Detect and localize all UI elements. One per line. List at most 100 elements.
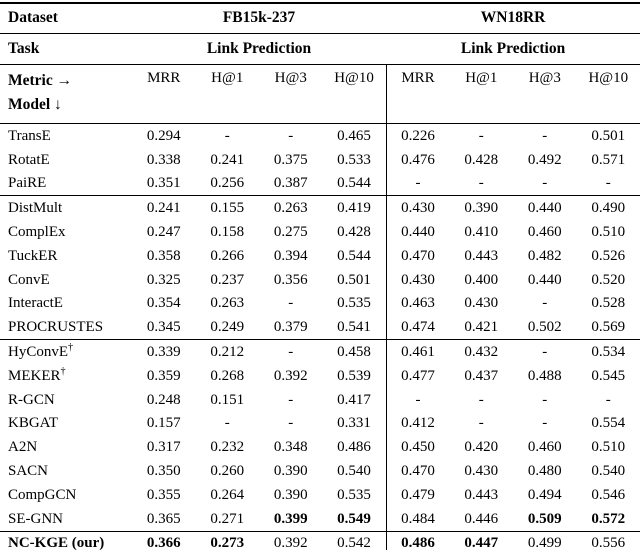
metric-value: 0.356 [273,271,308,288]
metric-value: 0.419 [322,195,387,221]
metric-value: 0.432 [449,339,514,364]
table-body: TransE 0.294- -0.465 0.226- -0.501 RotatE 0.33… [0,122,640,550]
metric-value: 0.502 [527,319,562,336]
metric-header: MRR [132,64,196,124]
model-name: PaiRE [8,175,47,192]
table-row: CompGCN 0.355 0.264 0.390 0.535 0.479 0.443 0.4… [0,482,640,507]
metric-value: 0.379 [273,319,308,336]
metric-header-row: Metric → Model ↓ MRR H@1 H@3 H@10 MRR H@… [0,64,640,124]
metric-value: 0.510 [591,224,626,241]
metric-value: - [224,415,230,432]
metric-value: 0.539 [337,367,371,384]
task-name-right: Link Prediction [386,33,640,65]
metric-value: 0.354 [146,295,181,312]
metric-value: 0.399 [273,510,308,527]
table-row: PROCRUSTES 0.345 0.249 0.379 0.541 0.474 0.421… [0,315,640,340]
model-name: ComplEx [8,224,66,241]
metric-value: 0.470 [385,459,450,483]
metric-value: 0.338 [146,151,181,168]
metric-value: 0.510 [591,439,626,456]
task-label: Task [0,33,132,65]
metric-value: 0.263 [210,295,245,312]
metric-value: 0.556 [576,530,640,550]
model-name: SACN [8,463,49,480]
table-row: PaiRE 0.351 0.256 0.387 0.544- - - - [0,171,640,196]
metric-value: - [513,122,577,148]
table-row: NC-KGE (our) 0.366 0.273 0.392 0.542 0.486 0.4… [0,530,640,550]
metric-value: 0.392 [273,367,308,384]
metric-value: - [288,391,294,408]
metric-value: - [195,122,259,148]
metric-value: - [288,295,294,312]
table-row: TuckER 0.358 0.266 0.394 0.544 0.470 0.443 0.48… [0,243,640,268]
table-row: DistMult 0.241 0.155 0.263 0.419 0.430 0.390 0.… [0,195,640,221]
metric-value: 0.359 [146,367,181,384]
metric-model-label: Metric → Model ↓ [0,64,132,124]
metric-value: 0.325 [146,271,181,288]
table-row: ConvE 0.325 0.237 0.356 0.501 0.430 0.400 0.440… [0,267,640,292]
model-name: TransE [0,122,132,148]
metric-value: 0.490 [576,195,640,221]
model-name: MEKER† [8,365,66,384]
model-arrow-label: Model ↓ [8,96,62,114]
model-name: KBGAT [8,415,59,432]
metric-value: 0.461 [385,339,450,364]
metric-value: 0.509 [527,510,562,527]
metric-value: 0.157 [146,415,181,432]
metric-value: 0.294 [132,122,196,148]
metric-value: 0.476 [385,147,450,172]
metric-value: 0.249 [210,319,245,336]
metric-value: - [542,175,548,192]
metric-value: 0.535 [337,295,371,312]
metric-value: 0.268 [210,367,245,384]
metric-value: 0.470 [385,243,450,268]
metric-value: - [542,295,548,312]
metric-value: 0.501 [337,271,371,288]
model-name: PROCRUSTES [8,319,104,336]
metric-value: 0.275 [273,224,308,241]
metric-value: 0.358 [146,247,181,264]
metric-value: 0.390 [449,195,514,221]
metric-value: 0.499 [513,530,577,550]
metric-value: - [259,339,323,364]
metric-value: 0.450 [385,435,450,460]
metric-value: 0.477 [385,363,450,388]
metric-value: 0.263 [259,195,323,221]
model-name: CompGCN [8,486,77,503]
metric-value: 0.486 [385,530,450,550]
metric-value: 0.232 [210,439,245,456]
metric-value: 0.541 [337,319,371,336]
metric-value: 0.247 [146,224,181,241]
metric-value: 0.479 [385,482,450,507]
metric-value: 0.571 [591,151,626,168]
model-name: InteractE [8,295,63,312]
metric-value: 0.158 [210,224,245,241]
metric-value: 0.266 [210,247,245,264]
metric-value: 0.241 [210,151,245,168]
metric-value: 0.443 [464,486,499,503]
table-row: MEKER† 0.359 0.268 0.392 0.539 0.477 0.437 0.48… [0,363,640,388]
metric-value: 0.460 [527,224,562,241]
metric-value: - [449,122,514,148]
metric-value: 0.494 [527,486,562,503]
model-name: NC-KGE (our) [0,530,132,550]
metric-value: 0.248 [146,391,181,408]
metric-value: - [478,391,484,408]
dataset-name-fb15k237: FB15k-237 [222,9,296,27]
table-row: TransE 0.294- -0.465 0.226- -0.501 [0,122,640,148]
model-name: ConvE [8,271,50,288]
model-name: R-GCN [8,391,55,408]
metric-value: - [288,415,294,432]
metric-value: 0.480 [527,463,562,480]
table-row: SACN 0.350 0.260 0.390 0.540 0.470 0.430 0.480 0… [0,459,640,483]
metric-value: 0.271 [210,510,245,527]
metric-value: 0.339 [132,339,196,364]
metric-value: 0.488 [527,367,562,384]
table-row: SE-GNN 0.365 0.271 0.399 0.549 0.484 0.446 0.50… [0,506,640,532]
metric-value: 0.474 [385,315,450,340]
model-name: RotatE [8,151,50,168]
metric-value: 0.420 [464,439,499,456]
metric-value: 0.331 [337,415,371,432]
metric-header: H@3 [513,64,577,124]
metric-header: MRR [385,64,450,124]
